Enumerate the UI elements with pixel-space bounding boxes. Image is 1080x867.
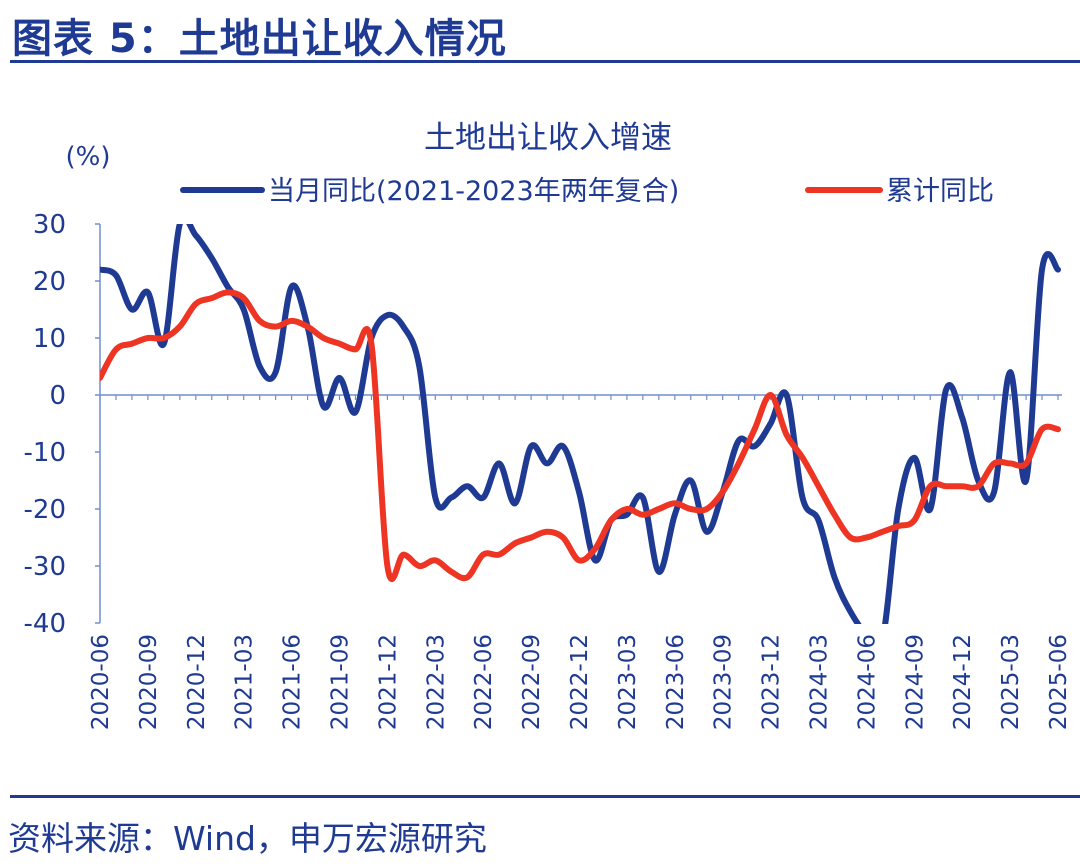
title-rule bbox=[10, 60, 1080, 63]
x-tick-label: 2020-06 bbox=[88, 634, 114, 730]
source-rule bbox=[10, 795, 1080, 798]
series-lines bbox=[100, 224, 1061, 624]
x-tick-label: 2021-03 bbox=[232, 634, 258, 730]
y-tick-label: -10 bbox=[24, 438, 66, 468]
x-tick-label: 2025-03 bbox=[998, 634, 1024, 730]
x-tick-label: 2021-09 bbox=[328, 634, 354, 730]
legend-label-series1: 当月同比(2021-2023年两年复合) bbox=[268, 176, 679, 207]
x-tick-label: 2023-06 bbox=[663, 634, 689, 730]
x-tick-label: 2022-09 bbox=[519, 634, 545, 730]
x-tick-label: 2021-12 bbox=[375, 634, 401, 730]
x-tick-label: 2023-03 bbox=[615, 634, 641, 730]
y-axis-unit: (%) bbox=[66, 142, 111, 172]
series-line-monthly-yoy bbox=[100, 224, 1061, 624]
chart-title: 土地出让收入增速 bbox=[424, 120, 672, 156]
x-tick-label: 2020-09 bbox=[136, 634, 162, 730]
series-line-cumulative-yoy bbox=[100, 289, 1061, 583]
x-tick-label: 2022-03 bbox=[423, 634, 449, 730]
y-tick-label: 20 bbox=[33, 267, 66, 297]
y-tick-label: 30 bbox=[33, 210, 66, 240]
line-chart: 土地出让收入增速 (%) 当月同比(2021-2023年两年复合) 累计同比 3… bbox=[24, 120, 1072, 730]
y-tick-label: -20 bbox=[24, 495, 66, 525]
y-tick-label: -30 bbox=[24, 552, 66, 582]
x-tick-label: 2020-12 bbox=[184, 634, 210, 730]
x-tick-label: 2024-09 bbox=[902, 634, 928, 730]
y-axis: 30 20 10 0 -10 -20 -30 -40 bbox=[24, 210, 101, 639]
source-note: 资料来源：Wind，申万宏源研究 bbox=[8, 819, 487, 858]
legend-label-series2: 累计同比 bbox=[886, 176, 994, 207]
x-tick-label: 2024-12 bbox=[950, 634, 976, 730]
y-tick-label: 0 bbox=[49, 381, 66, 411]
x-tick-label: 2024-03 bbox=[807, 634, 833, 730]
x-tick-label: 2024-06 bbox=[854, 634, 880, 730]
x-tick-label: 2023-12 bbox=[759, 634, 785, 730]
x-tick-label: 2022-12 bbox=[567, 634, 593, 730]
x-tick-label: 2023-09 bbox=[711, 634, 737, 730]
y-tick-label: -40 bbox=[24, 609, 66, 639]
x-axis: 2020-06 2020-09 2020-12 2021-03 2021-06 2021-… bbox=[88, 394, 1072, 730]
x-tick-label: 2025-06 bbox=[1046, 634, 1072, 730]
x-tick-label: 2022-06 bbox=[471, 634, 497, 730]
figure-title: 图表 5：土地出让收入情况 bbox=[12, 16, 507, 62]
x-tick-label: 2021-06 bbox=[280, 634, 306, 730]
y-tick-label: 10 bbox=[33, 324, 66, 354]
